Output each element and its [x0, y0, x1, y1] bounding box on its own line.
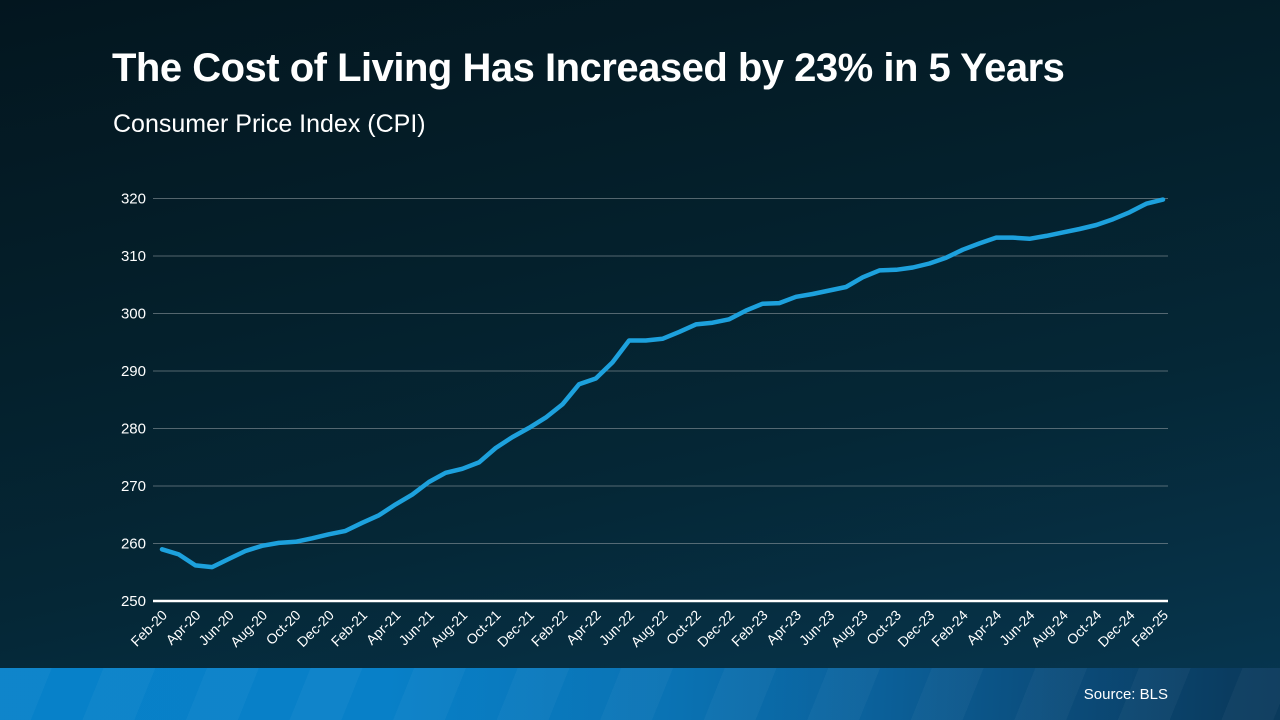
x-tick-label: Apr-21: [363, 607, 404, 648]
cpi-line: [159, 197, 1166, 570]
y-tick-label: 250: [121, 593, 146, 610]
x-tick-label: Apr-24: [963, 607, 1004, 648]
x-tick-label: Feb-23: [728, 607, 771, 650]
x-tick-label: Feb-25: [1128, 607, 1171, 650]
y-tick-label: 270: [121, 478, 146, 495]
footer-bar: Source: BLS: [0, 668, 1280, 720]
y-tick-label: 310: [121, 248, 146, 265]
x-tick-label: Aug-22: [627, 607, 670, 650]
x-tick-label: Feb-22: [528, 607, 571, 650]
chart-title: The Cost of Living Has Increased by 23% …: [112, 46, 1065, 90]
x-tick-label: Apr-23: [763, 607, 804, 648]
x-tick-label: Feb-24: [928, 607, 971, 650]
x-tick-label: Dec-24: [1095, 607, 1138, 650]
x-tick-label: Aug-21: [427, 607, 470, 650]
y-tick-label: 300: [121, 306, 146, 323]
x-tick-label: Feb-20: [127, 607, 170, 650]
y-tick-label: 260: [121, 536, 146, 553]
source-label: Source: BLS: [1083, 685, 1168, 703]
chart-subtitle: Consumer Price Index (CPI): [113, 110, 426, 138]
x-tick-label: Apr-22: [563, 607, 604, 648]
y-tick-label: 320: [121, 191, 146, 208]
x-tick-label: Apr-20: [162, 607, 203, 648]
x-tick-label: Dec-22: [694, 607, 737, 650]
y-tick-label: 290: [121, 363, 146, 380]
x-tick-label: Aug-23: [828, 607, 871, 650]
x-tick-label: Dec-21: [494, 607, 537, 650]
x-tick-label: Aug-20: [227, 607, 270, 650]
x-tick-label: Dec-23: [894, 607, 937, 650]
x-tick-label: Feb-21: [328, 607, 371, 650]
x-tick-label: Aug-24: [1028, 607, 1071, 650]
x-tick-label: Dec-20: [294, 607, 337, 650]
y-tick-label: 280: [121, 421, 146, 438]
